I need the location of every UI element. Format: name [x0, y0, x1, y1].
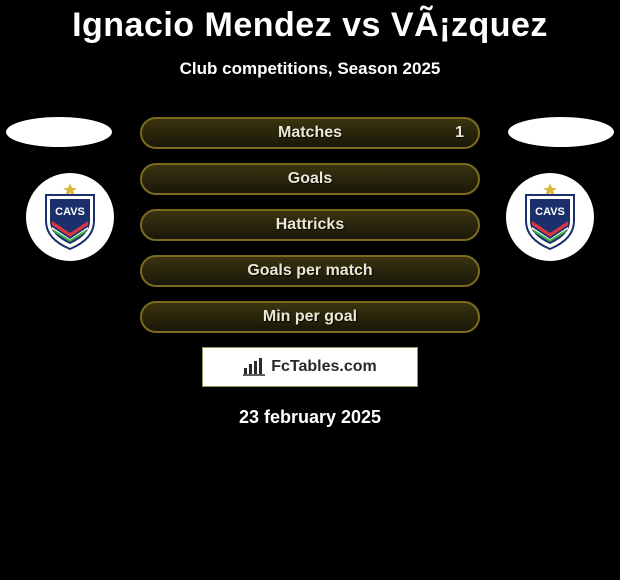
- page-title: Ignacio Mendez vs VÃ¡zquez: [0, 0, 620, 45]
- stat-row-matches: Matches 1: [140, 117, 480, 149]
- date-line: 23 february 2025: [0, 407, 620, 428]
- stat-row-min-per-goal: Min per goal: [140, 301, 480, 333]
- stat-right-value: 1: [455, 124, 464, 142]
- bar-chart-icon: [243, 358, 265, 376]
- stat-row-hattricks: Hattricks: [140, 209, 480, 241]
- svg-text:CAVS: CAVS: [535, 206, 565, 218]
- stat-label: Min per goal: [263, 308, 357, 326]
- club-logo-right: CAVS: [506, 173, 594, 261]
- club-logo-left: CAVS: [26, 173, 114, 261]
- stat-label: Matches: [278, 124, 342, 142]
- velez-shield-icon: CAVS: [34, 181, 106, 253]
- attribution-label: FcTables.com: [271, 358, 377, 376]
- stat-label: Goals: [288, 170, 332, 188]
- stat-row-goals-per-match: Goals per match: [140, 255, 480, 287]
- svg-text:CAVS: CAVS: [55, 206, 85, 218]
- stat-label: Hattricks: [276, 216, 344, 234]
- subtitle: Club competitions, Season 2025: [0, 59, 620, 79]
- attribution-box[interactable]: FcTables.com: [202, 347, 418, 387]
- comparison-area: CAVS CAVS Matches 1 Goals Hattricks: [0, 117, 620, 428]
- player-photo-left: [6, 117, 112, 147]
- player-photo-right: [508, 117, 614, 147]
- stat-row-goals: Goals: [140, 163, 480, 195]
- stat-label: Goals per match: [247, 262, 372, 280]
- velez-shield-icon: CAVS: [514, 181, 586, 253]
